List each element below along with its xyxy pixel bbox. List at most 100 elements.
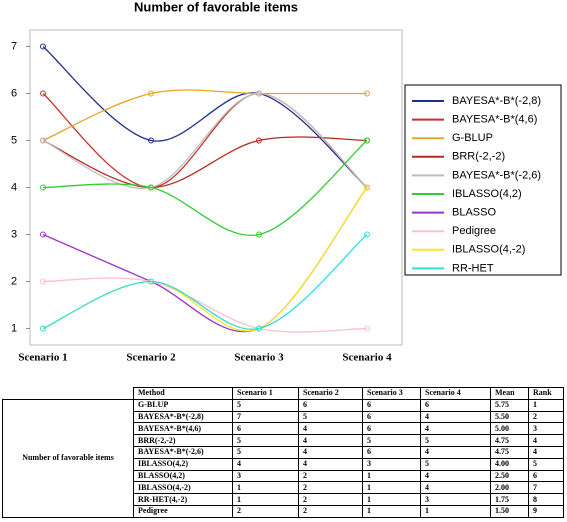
table-cell: 6: [420, 398, 491, 412]
table-cell: 6: [528, 469, 564, 483]
table-cell: BAYESA*-B*(-2,8): [133, 410, 233, 424]
table-cell: 2: [528, 410, 564, 424]
point: [40, 43, 46, 50]
x-tick-label: Scenario 4: [342, 352, 392, 364]
table-cell: 5: [420, 434, 491, 447]
table-cell: 6: [362, 445, 421, 459]
series-line: [42, 136, 368, 189]
y-tick-label: 2: [11, 275, 17, 287]
table-row: Pedigree 2 2 1 1 1.50 9: [3, 504, 564, 518]
table-cell: RR-HET(4,-2): [133, 493, 233, 506]
table-cell: 4: [298, 422, 363, 436]
table-cell: 3: [232, 469, 299, 483]
x-tick-label: Scenario 2: [126, 352, 176, 364]
plot-frame: [29, 29, 403, 346]
point: [256, 325, 262, 332]
table-cell: 8: [528, 493, 564, 506]
table-cell: BAYESA*-B*(-2,6): [133, 445, 233, 459]
table-cell: IBLASSO(4,2): [133, 457, 233, 471]
y-tick-label: 7: [11, 40, 17, 52]
table-cell: 4: [420, 481, 491, 495]
legend-label: BLASSO: [452, 207, 496, 219]
table-row: IBLASSO(4,2) 4 4 3 5 4.00 5: [3, 457, 564, 471]
table: Method Scenario 1 Scenario 2 Scenario 3 Scen…: [2, 387, 564, 518]
table-cell: 2.50: [490, 469, 529, 483]
table-cell: 4.75: [490, 445, 529, 459]
table-cell: G-BLUP: [133, 398, 233, 412]
y-tick-label: 1: [11, 322, 17, 334]
y-tick-label: 3: [11, 228, 17, 240]
series-line: [42, 277, 368, 333]
legend-label: Pedigree: [452, 225, 496, 237]
table-cell: 4: [298, 445, 363, 459]
series-line: [42, 92, 368, 190]
x-tick-label: Scenario 3: [234, 352, 284, 364]
point: [364, 231, 370, 238]
chart: Number of favorable items 1 2 3 4 5 6 7 Scenari…: [11, 0, 562, 364]
series-line: [42, 92, 368, 189]
table-cell: 1: [362, 481, 421, 495]
table-cell: 4: [420, 422, 491, 436]
table-cell: 5.75: [490, 398, 529, 412]
table-cell: 5: [528, 457, 564, 471]
table-cell: 6: [298, 398, 363, 412]
table-cell: 6: [362, 398, 421, 412]
series-line: [42, 234, 368, 330]
y-tick-label: 4: [11, 181, 17, 193]
table-cell: 4: [420, 445, 491, 459]
table-cell: 4: [420, 410, 491, 424]
table-row: BAYESA*-B*(4,6) 6 4 6 4 5.00 3: [3, 422, 564, 436]
table-cell: 2: [298, 493, 363, 506]
y-tick-label: 6: [11, 87, 17, 99]
table-cell: 6: [232, 422, 299, 436]
table-cell: 4.00: [490, 457, 529, 471]
table-row: BRR(-2,-2) 5 4 5 5 4.75 4: [3, 434, 564, 447]
table-cell: 1: [420, 504, 491, 518]
point: [256, 231, 262, 238]
row-header: Number of favorable items: [2, 398, 134, 518]
point: [40, 137, 46, 144]
series-line: [42, 89, 367, 142]
table-row: IBLASSO(4,-2) 1 2 1 4 2.00 7: [3, 481, 564, 495]
legend-label: BAYESA*-B*(-2,6): [452, 169, 541, 181]
table-cell: 3: [420, 493, 491, 506]
table-cell: 4: [232, 457, 299, 471]
table-cell: 5: [232, 445, 299, 459]
table-cell: 4: [528, 434, 564, 447]
header-cell: Scenario 2: [298, 387, 363, 400]
table-cell: 2: [298, 504, 363, 518]
table-cell: 1: [362, 493, 421, 506]
point: [40, 231, 46, 238]
table-cell: 1: [528, 398, 564, 412]
table-cell: 2.00: [490, 481, 529, 495]
table-cell: 7: [528, 481, 564, 495]
point: [148, 137, 154, 144]
y-tick-label: 5: [11, 134, 17, 146]
table-cell: 7: [232, 410, 299, 424]
table-cell: 1.75: [490, 493, 529, 506]
table-row: BAYESA*-B*(-2,6) 5 4 6 4 4.75 4: [3, 445, 564, 459]
table-cell: 3: [528, 422, 564, 436]
series-line: [42, 139, 368, 237]
point: [364, 184, 370, 191]
table-row: RR-HET(4,-2) 1 2 1 3 1.75 8: [3, 493, 564, 506]
series-line: [42, 187, 368, 332]
chart-title: Number of favorable items: [134, 0, 298, 14]
point: [256, 137, 262, 144]
point: [40, 278, 46, 285]
point: [148, 278, 154, 285]
table-cell: 3: [362, 457, 421, 471]
header-cell: Mean: [490, 387, 529, 400]
table-cell: BAYESA*-B*(4,6): [133, 422, 233, 436]
table-cell: 2: [232, 504, 299, 518]
table-cell: 2: [298, 469, 363, 483]
point: [256, 90, 262, 97]
table-cell: BRR(-2,-2): [133, 434, 233, 447]
table-cell: 6: [362, 422, 421, 436]
table-cell: 5: [232, 398, 299, 412]
table-cell: 4.75: [490, 434, 529, 447]
x-tick-label: Scenario 1: [18, 352, 67, 364]
point: [364, 325, 370, 332]
table-cell: 5.50: [490, 410, 529, 424]
